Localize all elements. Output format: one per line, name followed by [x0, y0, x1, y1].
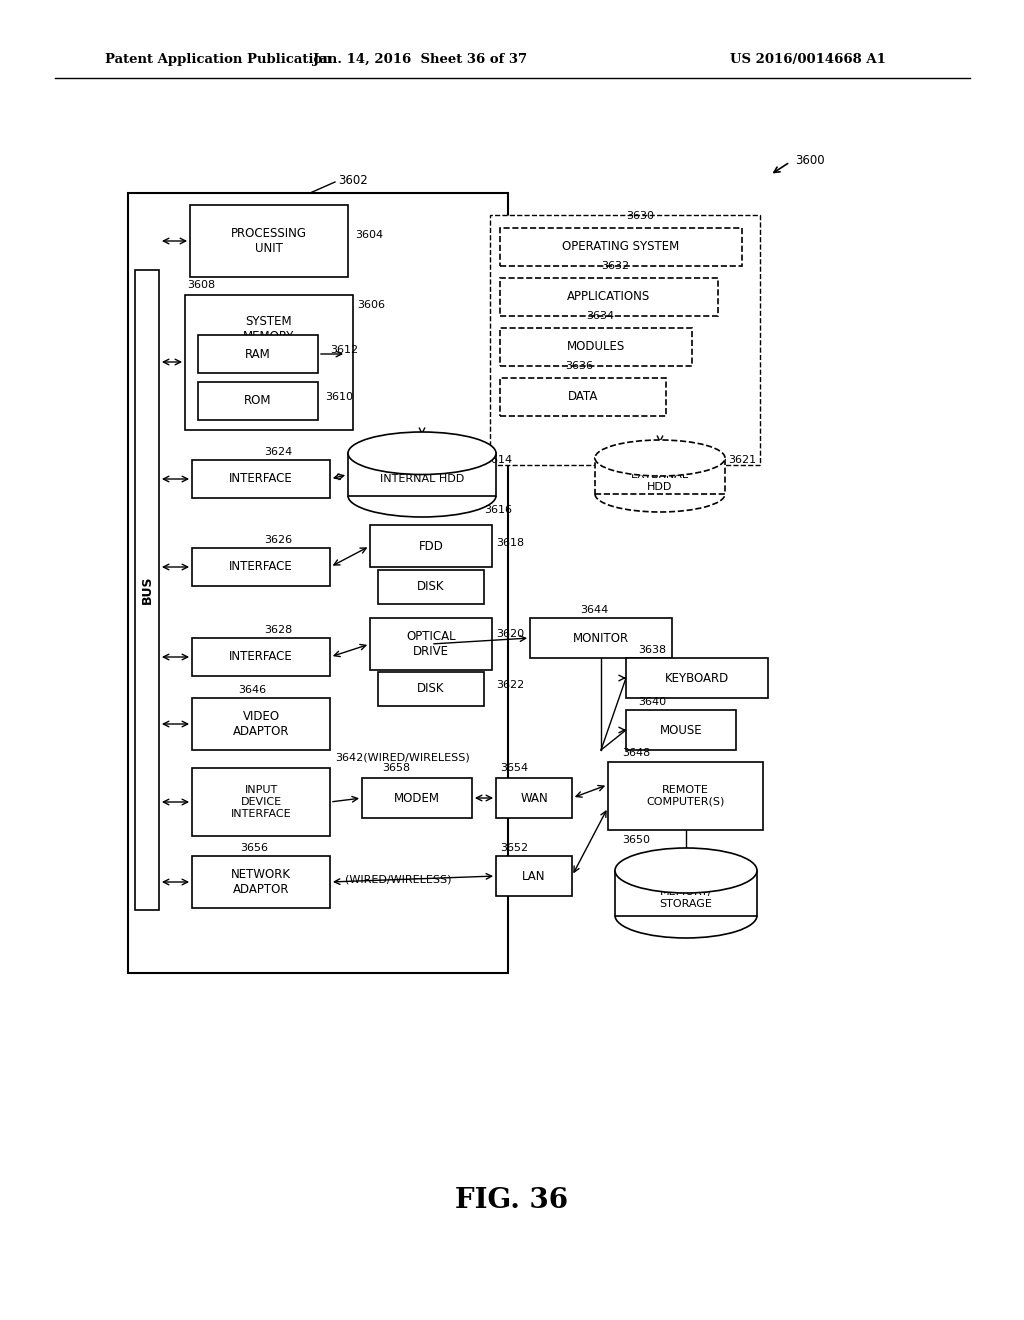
Text: 3652: 3652 [500, 843, 528, 853]
Text: RAM: RAM [245, 347, 271, 360]
Bar [626, 657, 768, 698]
Bar [500, 378, 666, 416]
Bar [193, 638, 330, 676]
Bar [185, 294, 353, 430]
Text: 3616: 3616 [484, 506, 512, 515]
Bar [198, 381, 318, 420]
Text: 3612: 3612 [330, 345, 358, 355]
Text: 3628: 3628 [264, 624, 292, 635]
Bar [500, 279, 718, 315]
Ellipse shape [595, 440, 725, 477]
Text: 3610: 3610 [325, 392, 353, 403]
Text: MEMORY/
STORAGE: MEMORY/ STORAGE [659, 887, 713, 908]
Text: 3644: 3644 [580, 605, 608, 615]
Text: MOUSE: MOUSE [659, 723, 702, 737]
Bar [496, 777, 572, 818]
Text: LAN: LAN [522, 870, 546, 883]
Text: PROCESSING
UNIT: PROCESSING UNIT [231, 227, 307, 255]
Text: 3608: 3608 [187, 280, 215, 290]
Bar [378, 570, 484, 605]
Bar [190, 205, 348, 277]
Text: MONITOR: MONITOR [573, 631, 629, 644]
Text: INTERFACE: INTERFACE [229, 561, 293, 573]
Bar [608, 762, 763, 830]
Ellipse shape [348, 432, 496, 474]
Ellipse shape [615, 847, 757, 894]
Bar [496, 855, 572, 896]
Text: US 2016/0014668 A1: US 2016/0014668 A1 [730, 54, 886, 66]
Text: Jan. 14, 2016  Sheet 36 of 37: Jan. 14, 2016 Sheet 36 of 37 [313, 54, 527, 66]
Text: 3640: 3640 [638, 697, 667, 708]
Text: REMOTE
COMPUTER(S): REMOTE COMPUTER(S) [646, 785, 725, 807]
Bar [378, 672, 484, 706]
Text: 3621: 3621 [728, 455, 756, 465]
Text: 3624: 3624 [264, 447, 292, 457]
Bar [500, 228, 742, 267]
Text: EXTERNAL
HDD: EXTERNAL HDD [631, 470, 689, 492]
Text: 3648: 3648 [622, 748, 650, 758]
Text: 3636: 3636 [565, 360, 593, 371]
Text: 3602: 3602 [338, 173, 368, 186]
Text: INTERFACE: INTERFACE [229, 651, 293, 664]
Text: 3634: 3634 [586, 312, 614, 321]
Text: KEYBOARD: KEYBOARD [665, 672, 729, 685]
Bar [370, 618, 492, 671]
Text: INTERFACE: INTERFACE [229, 473, 293, 486]
Bar [500, 327, 692, 366]
Text: FDD: FDD [419, 540, 443, 553]
Text: MODEM: MODEM [394, 792, 440, 804]
Text: FIG. 36: FIG. 36 [456, 1187, 568, 1213]
Text: (WIRED/WIRELESS): (WIRED/WIRELESS) [345, 875, 452, 884]
Text: DISK: DISK [417, 581, 444, 594]
Bar [615, 870, 757, 916]
Text: ROM: ROM [245, 395, 271, 408]
Text: DATA: DATA [568, 391, 598, 404]
Bar [193, 768, 330, 836]
Text: 3638: 3638 [638, 645, 667, 655]
Text: 3656: 3656 [240, 843, 268, 853]
Text: Patent Application Publication: Patent Application Publication [105, 54, 332, 66]
Text: WAN: WAN [520, 792, 548, 804]
Text: BUS: BUS [140, 576, 154, 605]
Text: NETWORK
ADAPTOR: NETWORK ADAPTOR [231, 869, 291, 896]
Bar [135, 271, 159, 909]
Text: VIDEO
ADAPTOR: VIDEO ADAPTOR [232, 710, 289, 738]
Text: OPTICAL
DRIVE: OPTICAL DRIVE [407, 630, 456, 657]
Bar [362, 777, 472, 818]
Bar [193, 855, 330, 908]
Text: 3646: 3646 [238, 685, 266, 696]
Bar [490, 215, 760, 465]
Text: MODULES: MODULES [567, 341, 625, 354]
Text: 3632: 3632 [601, 261, 629, 271]
Text: 3626: 3626 [264, 535, 292, 545]
Text: 3620: 3620 [496, 630, 524, 639]
Text: 3622: 3622 [496, 680, 524, 690]
Text: 3606: 3606 [357, 300, 385, 310]
Text: 3614: 3614 [484, 455, 512, 465]
Text: SYSTEM
MEMORY: SYSTEM MEMORY [244, 315, 295, 343]
Bar [626, 710, 736, 750]
Bar [348, 453, 496, 496]
Text: 3600: 3600 [795, 153, 824, 166]
Text: OPERATING SYSTEM: OPERATING SYSTEM [562, 240, 680, 253]
Text: INPUT
DEVICE
INTERFACE: INPUT DEVICE INTERFACE [230, 785, 291, 818]
Text: 3618: 3618 [496, 539, 524, 548]
Bar [193, 698, 330, 750]
Text: 3658: 3658 [382, 763, 411, 774]
Bar [370, 525, 492, 568]
Bar [530, 618, 672, 657]
Text: 3650: 3650 [622, 836, 650, 845]
Bar [193, 459, 330, 498]
Bar [128, 193, 508, 973]
Text: DISK: DISK [417, 682, 444, 696]
Bar [595, 458, 725, 494]
Text: INTERNAL HDD: INTERNAL HDD [380, 474, 464, 484]
Bar [198, 335, 318, 374]
Text: 3654: 3654 [500, 763, 528, 774]
Bar [193, 548, 330, 586]
Text: 3604: 3604 [355, 230, 383, 240]
Text: APPLICATIONS: APPLICATIONS [567, 290, 650, 304]
Text: 3630: 3630 [626, 211, 654, 220]
Text: 3642(WIRED/WIRELESS): 3642(WIRED/WIRELESS) [335, 752, 470, 763]
